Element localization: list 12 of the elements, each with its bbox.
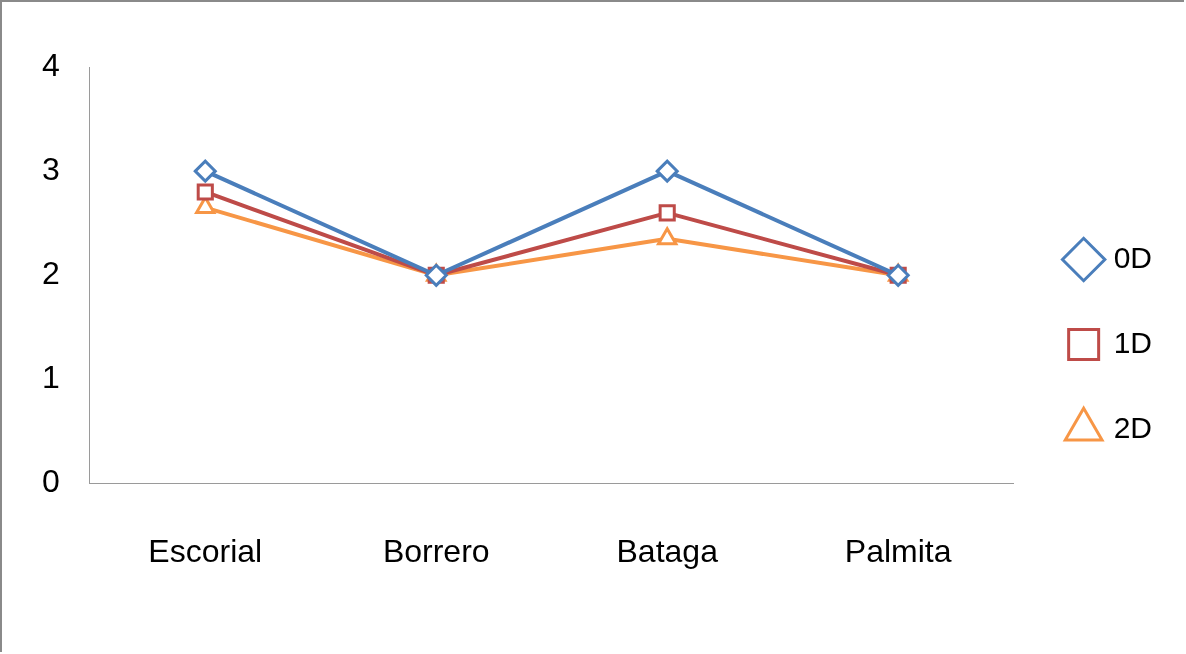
legend-label: 2D [1113,410,1153,444]
x-tick-label: Bataga [616,532,719,569]
legend-label: 1D [1113,325,1153,359]
y-tick-label: 0 [42,463,60,500]
y-tick-label: 1 [42,359,60,396]
x-tick-label: Palmita [844,532,952,569]
y-tick-label: 2 [42,255,60,292]
y-tick-label: 3 [42,150,60,187]
y-tick-label: 4 [42,46,60,83]
x-tick-label: Borrero [382,532,490,569]
legend-label: 0D [1113,240,1153,274]
x-tick-label: Escorial [148,532,263,569]
